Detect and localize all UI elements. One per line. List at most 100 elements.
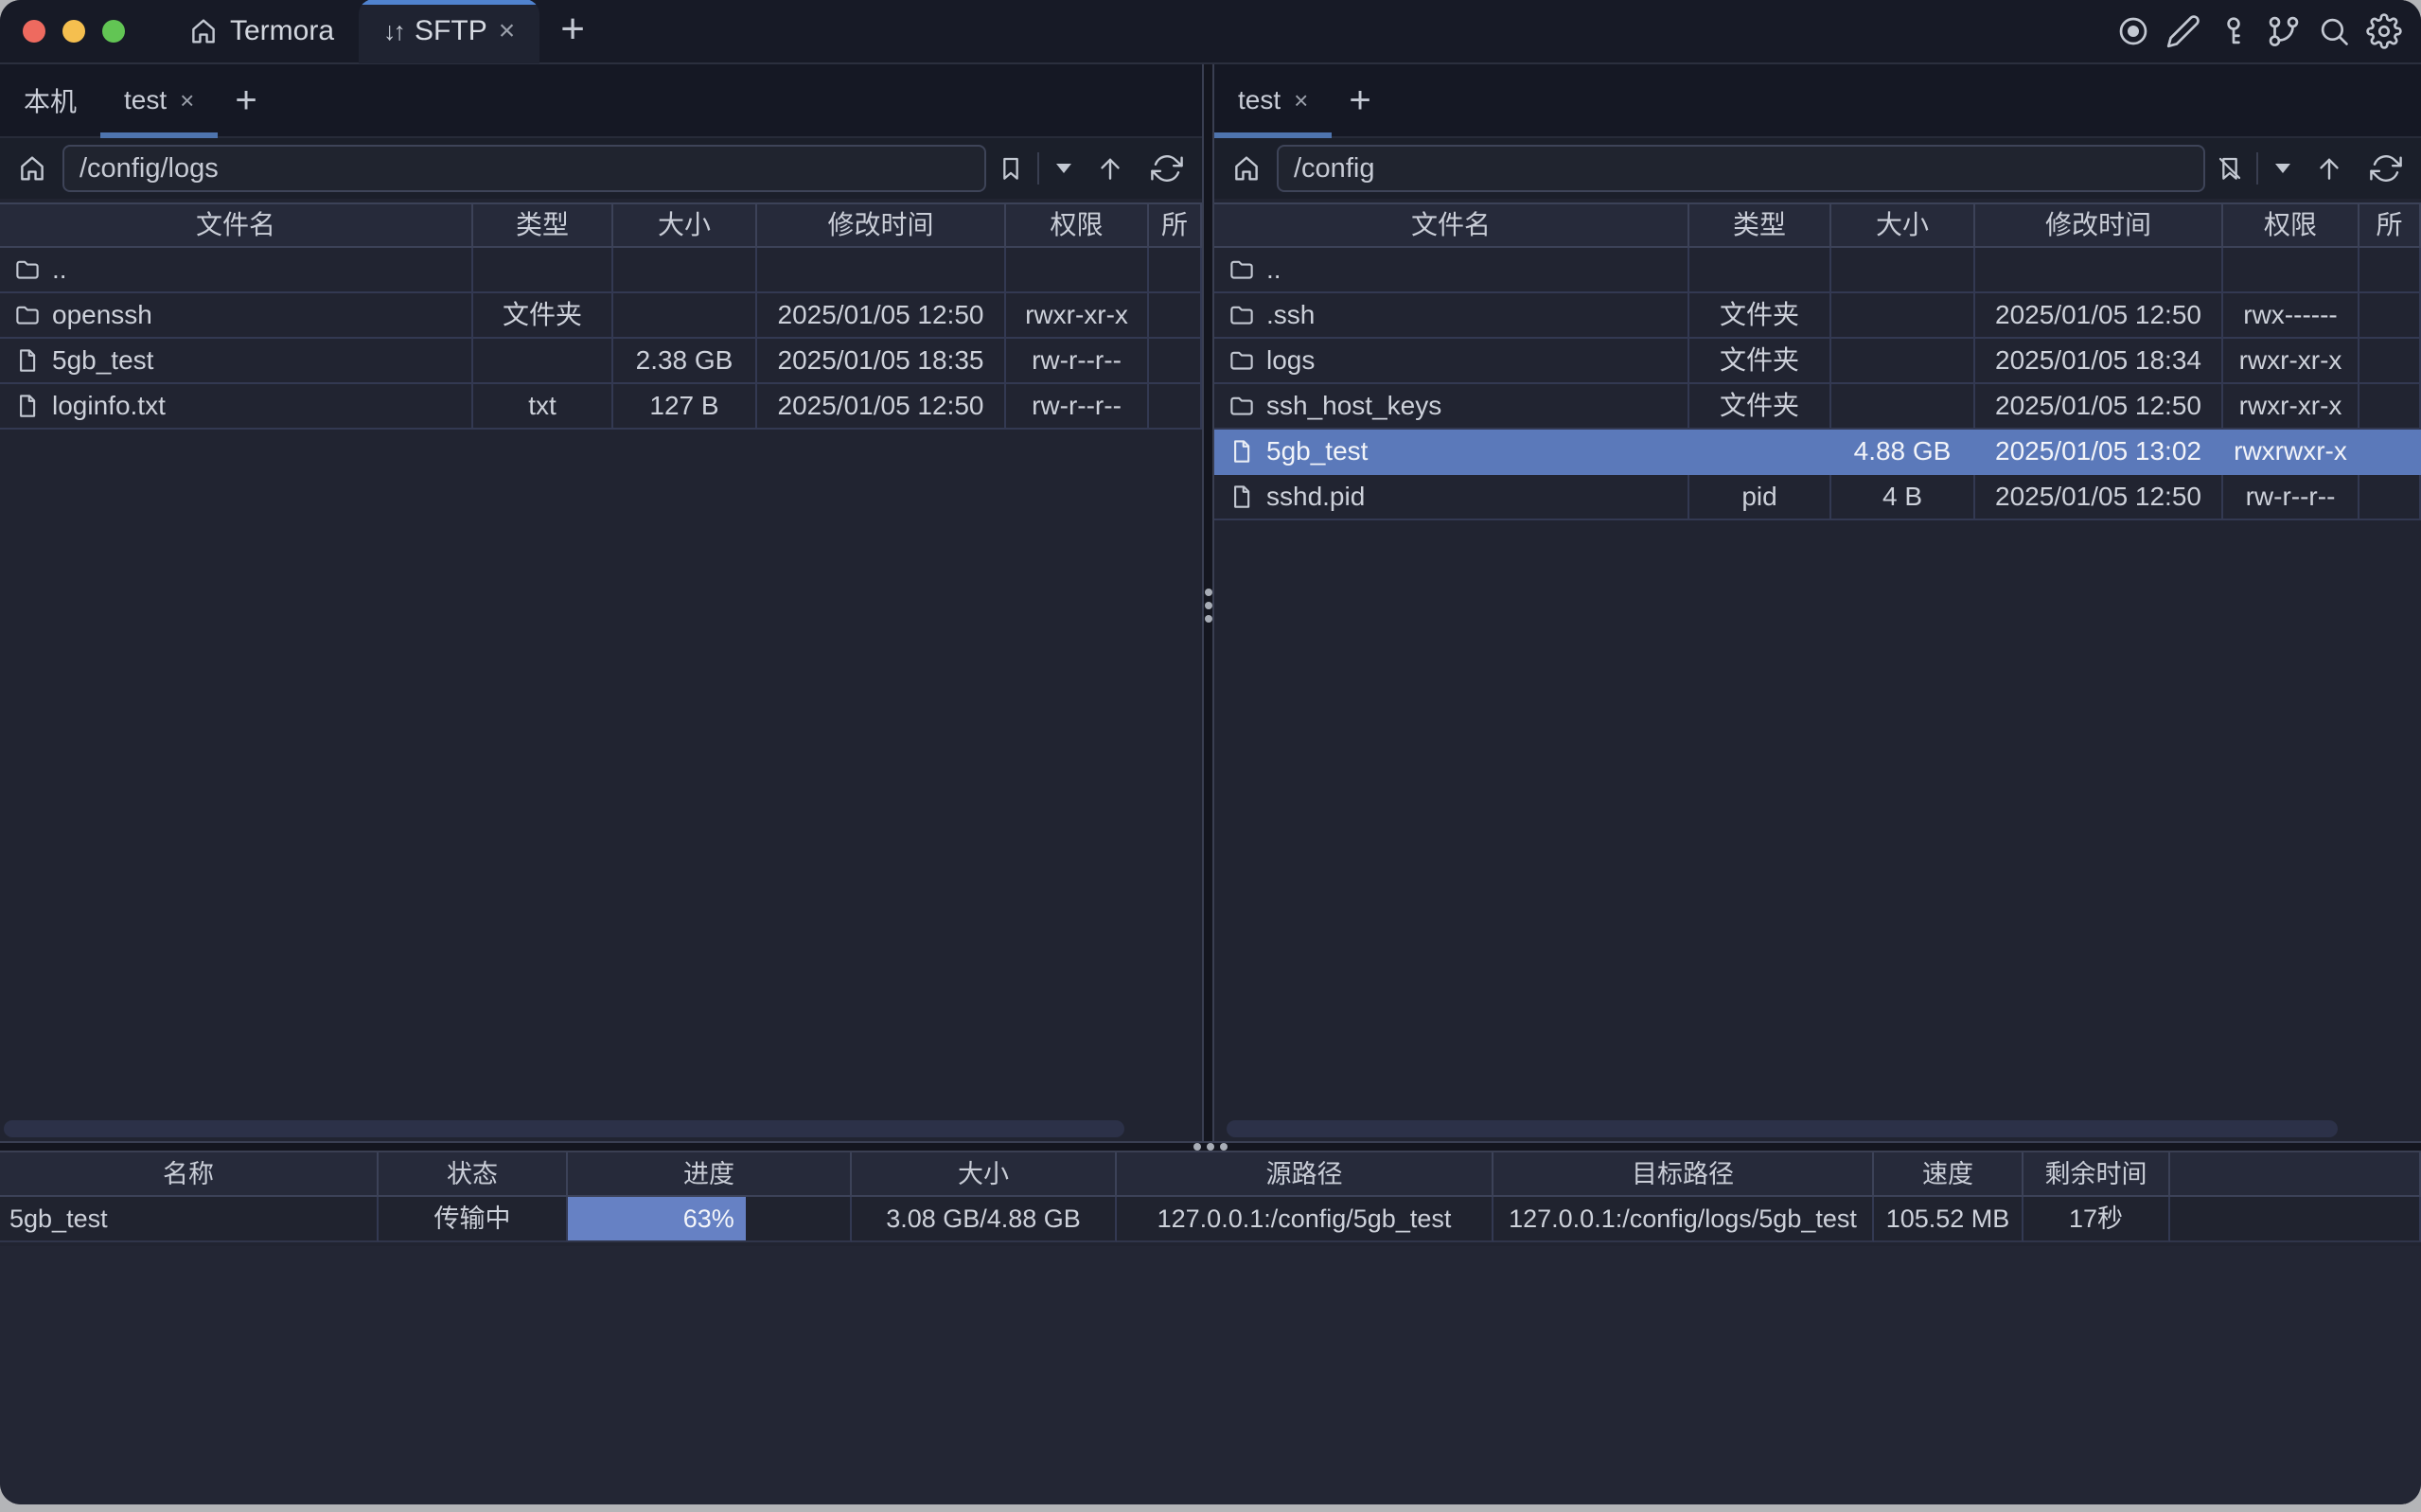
col-target-path[interactable]: 目标路径 <box>1493 1152 1874 1197</box>
right-add-tab-button[interactable]: + <box>1349 79 1371 121</box>
left-horizontal-scrollbar[interactable] <box>0 1116 1202 1141</box>
left-refresh-button[interactable] <box>1143 152 1191 185</box>
left-bookmark-button[interactable] <box>996 153 1026 184</box>
file-size <box>1831 384 1975 430</box>
col-filename[interactable]: 文件名 <box>0 204 473 246</box>
divider <box>1037 152 1039 185</box>
file-modified: 2025/01/05 18:34 <box>1975 339 2223 384</box>
file-panels: 本机 test × + <box>0 64 2421 1141</box>
left-table-header: 文件名 类型 大小 修改时间 权限 所 <box>0 202 1202 248</box>
col-speed[interactable]: 速度 <box>1874 1152 2023 1197</box>
file-type <box>473 248 613 293</box>
tab-session-left-close-icon[interactable]: × <box>180 86 195 114</box>
col-type[interactable]: 类型 <box>473 204 613 246</box>
tab-sftp[interactable]: ↓↑ SFTP × <box>359 0 540 63</box>
col-remaining[interactable]: 剩余时间 <box>2023 1152 2170 1197</box>
settings-gear-icon[interactable] <box>2366 13 2402 49</box>
arrow-up-icon <box>2313 152 2345 185</box>
tab-sftp-close-icon[interactable]: × <box>498 15 516 46</box>
transfer-spacer <box>2170 1197 2421 1242</box>
col-source-path[interactable]: 源路径 <box>1117 1152 1493 1197</box>
file-row-ssh[interactable]: .ssh 文件夹 2025/01/05 12:50 rwx------ <box>1214 293 2421 339</box>
col-owner[interactable]: 所 <box>2359 204 2421 246</box>
branch-icon[interactable] <box>2266 13 2302 49</box>
file-size <box>613 248 757 293</box>
chevron-down-icon[interactable] <box>2275 164 2290 173</box>
file-row-openssh[interactable]: openssh 文件夹 2025/01/05 12:50 rwxr-xr-x <box>0 293 1202 339</box>
file-owner <box>1149 384 1202 430</box>
right-path-input[interactable] <box>1277 145 2205 192</box>
transfer-splitter-horizontal[interactable] <box>0 1141 2421 1152</box>
progress-bar: 63% <box>568 1197 746 1240</box>
file-size: 4.88 GB <box>1831 430 1975 475</box>
traffic-light-close[interactable] <box>23 20 45 43</box>
file-name: 5gb_test <box>1266 436 1369 466</box>
tab-session-right-close-icon[interactable]: × <box>1294 86 1309 114</box>
scrollbar-thumb[interactable] <box>1227 1120 2338 1137</box>
col-permissions[interactable]: 权限 <box>1006 204 1149 246</box>
file-row-parent[interactable]: .. <box>0 248 1202 293</box>
col-type[interactable]: 类型 <box>1689 204 1831 246</box>
file-row-logs[interactable]: logs 文件夹 2025/01/05 18:34 rwxr-xr-x <box>1214 339 2421 384</box>
file-row-5gb-test-left[interactable]: 5gb_test 2.38 GB 2025/01/05 18:35 rw-r--… <box>0 339 1202 384</box>
chevron-down-icon[interactable] <box>1056 164 1071 173</box>
file-modified <box>1975 248 2223 293</box>
file-row-parent[interactable]: .. <box>1214 248 2421 293</box>
col-spacer <box>2170 1152 2421 1197</box>
record-icon[interactable] <box>2115 13 2151 49</box>
scrollbar-thumb[interactable] <box>4 1120 1124 1137</box>
tab-local[interactable]: 本机 <box>0 64 100 136</box>
file-size <box>1831 339 1975 384</box>
tab-termora[interactable]: Termora <box>187 15 334 47</box>
traffic-light-minimize[interactable] <box>62 20 85 43</box>
file-type <box>1689 430 1831 475</box>
left-pathbar <box>0 138 1202 199</box>
right-parent-dir-button[interactable] <box>2306 152 2353 185</box>
home-icon[interactable] <box>1230 152 1263 185</box>
col-size[interactable]: 大小 <box>613 204 757 246</box>
left-path-input[interactable] <box>62 145 986 192</box>
panel-splitter-vertical[interactable] <box>1202 64 1214 1141</box>
col-filename[interactable]: 文件名 <box>1214 204 1689 246</box>
file-type: 文件夹 <box>1689 293 1831 339</box>
left-add-tab-button[interactable]: + <box>235 79 257 121</box>
traffic-light-zoom[interactable] <box>102 20 125 43</box>
edit-icon[interactable] <box>2165 13 2201 49</box>
col-progress[interactable]: 进度 <box>568 1152 852 1197</box>
file-row-loginfo[interactable]: loginfo.txt txt 127 B 2025/01/05 12:50 r… <box>0 384 1202 430</box>
file-type: 文件夹 <box>1689 339 1831 384</box>
left-file-table: 文件名 类型 大小 修改时间 权限 所 .. openssh <box>0 202 1202 1141</box>
col-name[interactable]: 名称 <box>0 1152 379 1197</box>
col-modified[interactable]: 修改时间 <box>1975 204 2223 246</box>
col-owner[interactable]: 所 <box>1149 204 1202 246</box>
home-icon[interactable] <box>16 152 48 185</box>
search-icon[interactable] <box>2316 13 2352 49</box>
left-parent-dir-button[interactable] <box>1087 152 1134 185</box>
right-bookmark-button[interactable] <box>2215 153 2245 184</box>
right-refresh-button[interactable] <box>2362 152 2410 185</box>
right-horizontal-scrollbar[interactable] <box>1214 1116 2421 1141</box>
col-permissions[interactable]: 权限 <box>2223 204 2359 246</box>
tab-session-left[interactable]: test × <box>100 64 219 138</box>
file-row-5gb-test-selected[interactable]: 5gb_test 4.88 GB 2025/01/05 13:02 rwxrwx… <box>1214 430 2421 475</box>
folder-icon <box>1228 301 1256 329</box>
right-table-header: 文件名 类型 大小 修改时间 权限 所 <box>1214 202 2421 248</box>
transfer-target-path: 127.0.0.1:/config/logs/5gb_test <box>1493 1197 1874 1242</box>
titlebar: Termora ↓↑ SFTP × + <box>0 0 2421 64</box>
key-icon[interactable] <box>2216 13 2252 49</box>
col-size[interactable]: 大小 <box>1831 204 1975 246</box>
file-row-sshd-pid[interactable]: sshd.pid pid 4 B 2025/01/05 12:50 rw-r--… <box>1214 475 2421 520</box>
folder-icon <box>13 255 42 284</box>
col-size[interactable]: 大小 <box>852 1152 1117 1197</box>
file-modified: 2025/01/05 12:50 <box>1975 293 2223 339</box>
file-owner <box>1149 339 1202 384</box>
file-row-ssh-host-keys[interactable]: ssh_host_keys 文件夹 2025/01/05 12:50 rwxr-… <box>1214 384 2421 430</box>
file-permissions: rwxr-xr-x <box>2223 384 2359 430</box>
transfer-row-5gb-test[interactable]: 5gb_test 传输中 63% 3.08 GB/4.88 GB 127.0.0… <box>0 1197 2421 1242</box>
new-tab-button[interactable]: + <box>560 6 585 52</box>
tab-session-right[interactable]: test × <box>1214 64 1333 138</box>
col-modified[interactable]: 修改时间 <box>757 204 1006 246</box>
bookmark-off-icon <box>2215 153 2245 184</box>
col-status[interactable]: 状态 <box>379 1152 568 1197</box>
